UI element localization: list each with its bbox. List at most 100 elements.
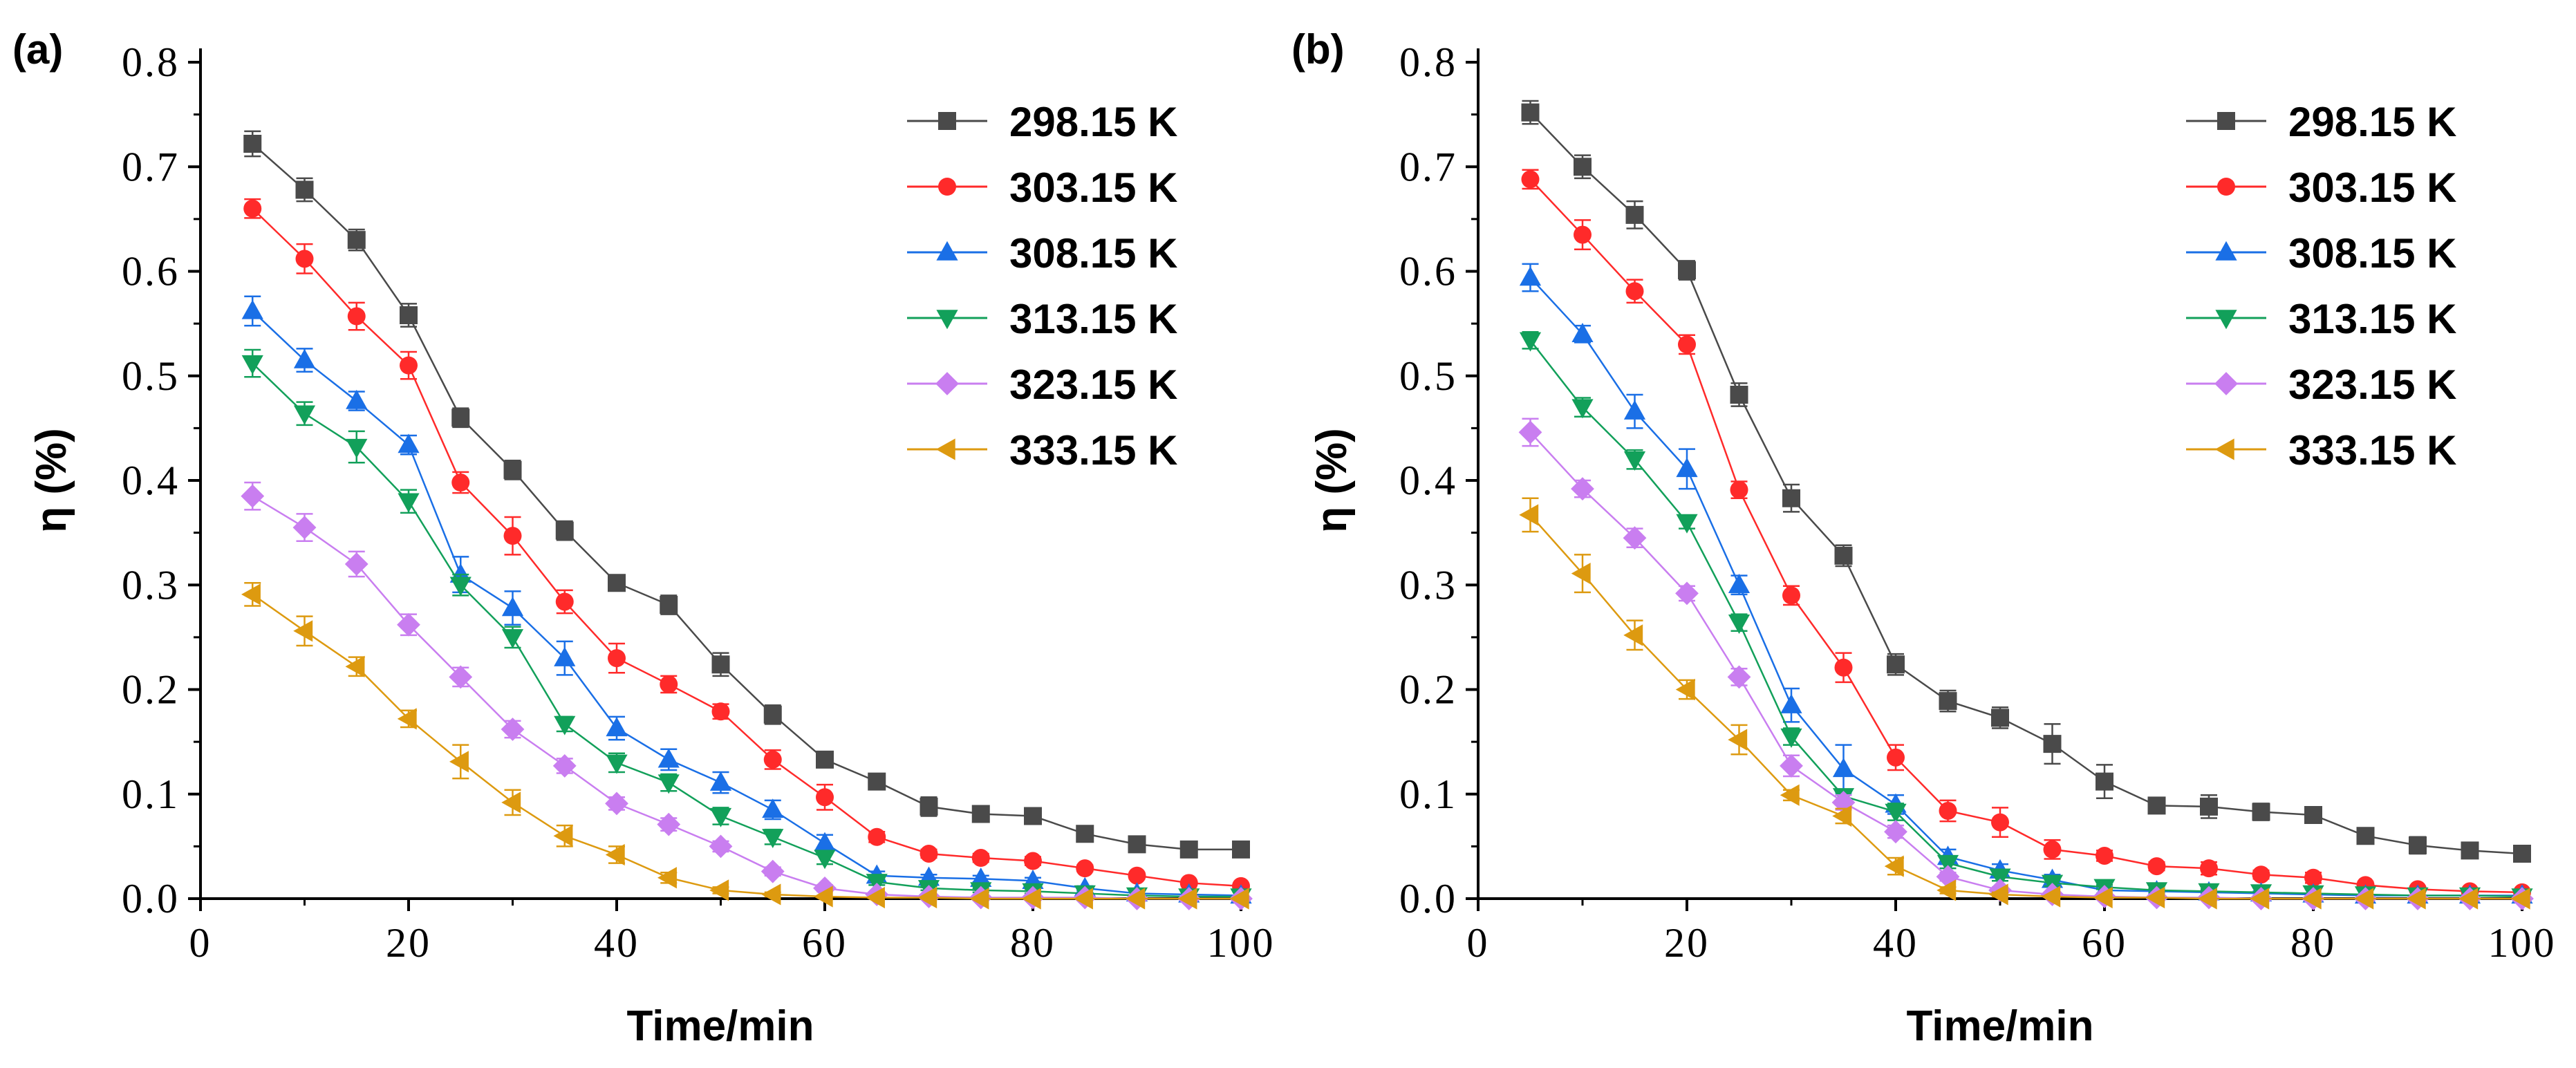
y-tick-label: 0.4 bbox=[122, 458, 180, 503]
data-point bbox=[293, 620, 313, 642]
data-point bbox=[554, 715, 576, 736]
data-point bbox=[1229, 888, 1249, 910]
data-point bbox=[709, 834, 733, 859]
data-point bbox=[1991, 709, 2009, 727]
legend-item: 323.15 K bbox=[907, 362, 1178, 408]
data-point bbox=[2510, 888, 2530, 910]
data-point bbox=[1676, 458, 1698, 478]
x-tick-label: 100 bbox=[2488, 920, 2557, 966]
x-tick-label: 60 bbox=[2082, 920, 2127, 966]
data-point bbox=[1780, 693, 1802, 713]
legend-label: 323.15 K bbox=[1009, 362, 1178, 408]
data-point bbox=[293, 405, 316, 425]
data-point bbox=[346, 438, 368, 458]
data-point bbox=[1780, 784, 1800, 806]
data-point bbox=[1519, 504, 1539, 526]
legend-item: 308.15 K bbox=[2186, 230, 2457, 277]
data-point bbox=[397, 612, 420, 637]
data-point bbox=[1936, 854, 1959, 874]
series-333.15-k bbox=[241, 581, 1249, 910]
data-point bbox=[760, 859, 785, 883]
data-point bbox=[2458, 888, 2479, 910]
y-axis-title: η (%) bbox=[28, 428, 75, 533]
data-point bbox=[2252, 803, 2270, 821]
data-point bbox=[1730, 480, 1748, 499]
y-axis-title: η (%) bbox=[1308, 428, 1356, 533]
data-point bbox=[449, 751, 469, 773]
data-point bbox=[555, 592, 574, 611]
data-point bbox=[814, 850, 836, 870]
series-323.15-k bbox=[241, 481, 1253, 910]
data-point bbox=[1782, 586, 1800, 605]
data-point bbox=[449, 665, 473, 689]
data-point bbox=[1024, 852, 1042, 870]
legend-item: 333.15 K bbox=[907, 427, 1178, 474]
data-point bbox=[501, 629, 524, 649]
data-point bbox=[1574, 158, 1592, 176]
legend-item: 298.15 K bbox=[2186, 99, 2457, 145]
x-tick-label: 60 bbox=[802, 920, 848, 966]
data-point bbox=[2513, 844, 2531, 863]
legend-item: 333.15 K bbox=[2186, 427, 2457, 474]
data-point bbox=[1574, 225, 1592, 244]
data-point bbox=[1832, 805, 1852, 827]
data-point bbox=[398, 433, 420, 453]
x-tick-label: 20 bbox=[1664, 920, 1710, 966]
series-303.15-k bbox=[243, 198, 1250, 895]
data-point bbox=[293, 348, 316, 368]
data-point bbox=[345, 655, 365, 677]
data-point bbox=[920, 844, 938, 863]
x-tick-label: 80 bbox=[2290, 920, 2336, 966]
data-point bbox=[606, 717, 628, 737]
data-point bbox=[657, 774, 680, 794]
data-point bbox=[241, 355, 263, 375]
legend-label: 333.15 K bbox=[1009, 427, 1178, 474]
data-point bbox=[1571, 323, 1594, 342]
data-point bbox=[657, 748, 680, 768]
data-point bbox=[868, 827, 886, 846]
data-point bbox=[1076, 825, 1094, 843]
data-point bbox=[243, 199, 262, 218]
legend-marker bbox=[935, 372, 959, 395]
data-point bbox=[2096, 772, 2113, 791]
data-point bbox=[1024, 807, 1042, 825]
data-point bbox=[1730, 385, 1748, 404]
data-point bbox=[1074, 888, 1093, 910]
legend-marker bbox=[935, 438, 955, 460]
series-line bbox=[1529, 111, 2523, 855]
legend-marker bbox=[2217, 178, 2235, 196]
data-point bbox=[295, 250, 314, 268]
data-point bbox=[1728, 574, 1751, 593]
series-303.15-k bbox=[1521, 169, 2531, 901]
legend-label: 298.15 K bbox=[2288, 99, 2457, 145]
x-tick-label: 40 bbox=[1873, 920, 1919, 966]
legend-item: 303.15 K bbox=[2186, 165, 2457, 211]
data-point bbox=[1521, 170, 1540, 189]
data-point bbox=[711, 655, 730, 674]
data-point bbox=[2304, 806, 2322, 824]
data-point bbox=[400, 356, 418, 375]
data-point bbox=[660, 595, 678, 614]
data-point bbox=[1834, 658, 1853, 677]
data-point bbox=[503, 527, 522, 545]
data-point bbox=[1884, 820, 1907, 844]
data-point bbox=[762, 798, 784, 818]
data-point bbox=[1782, 489, 1800, 507]
x-axis-title: Time/min bbox=[1906, 1002, 2093, 1050]
data-point bbox=[1519, 266, 1542, 286]
data-point bbox=[555, 521, 574, 540]
y-tick-label: 0.6 bbox=[1399, 249, 1457, 294]
series-298.15-k bbox=[1521, 100, 2531, 863]
data-point bbox=[1676, 514, 1698, 534]
data-point bbox=[1727, 665, 1751, 689]
data-point bbox=[1623, 400, 1646, 420]
series-line bbox=[252, 362, 1241, 898]
data-point bbox=[398, 493, 420, 513]
data-point bbox=[657, 867, 677, 889]
data-point bbox=[763, 750, 782, 769]
data-point bbox=[1678, 335, 1696, 354]
legend-label: 308.15 K bbox=[1009, 230, 1178, 277]
data-point bbox=[1991, 813, 2009, 832]
x-axis-title: Time/min bbox=[626, 1002, 814, 1050]
legend-marker bbox=[2215, 310, 2237, 330]
